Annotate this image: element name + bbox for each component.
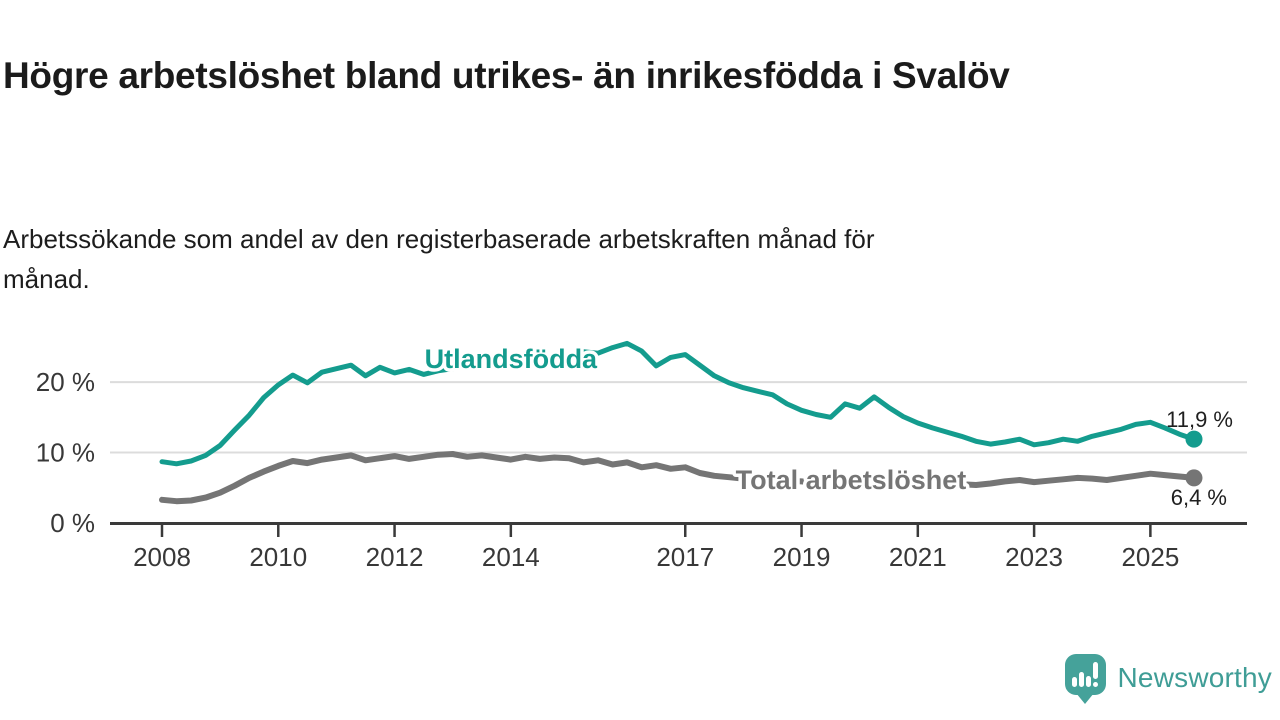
series-line-utlandsfodda [159, 340, 1197, 467]
x-tick-label-2017: 2017 [656, 542, 714, 572]
chart-subtitle: Arbetssökande som andel av den registerb… [3, 224, 875, 295]
line-chart: 11,9 % 6,4 % Utlandsfödda Total arbetslöshe… [36, 340, 1247, 572]
x-tick-label-2019: 2019 [773, 542, 831, 572]
newsworthy-logo: Newsworthy [1063, 650, 1272, 706]
y-tick-label-0: 0 % [50, 508, 95, 538]
x-tick-label-2014: 2014 [482, 542, 540, 572]
series-label-utlandsfodda: Utlandsfödda [425, 344, 598, 374]
series-end-dot-total [1185, 469, 1203, 487]
series-line-total [159, 451, 1197, 505]
x-tick-label-2012: 2012 [366, 542, 424, 572]
end-value-label-utlandsfodda: 11,9 % [1166, 407, 1233, 432]
newsworthy-wordmark: Newsworthy [1117, 662, 1272, 693]
series-end-dot-utlandsfodda [1185, 430, 1203, 448]
x-tick-label-2025: 2025 [1121, 542, 1179, 572]
chart-title: Högre arbetslöshet bland utrikes- än inr… [3, 54, 1010, 96]
newsworthy-speech-bubble-bar-chart-icon [1064, 653, 1106, 704]
x-tick-label-2008: 2008 [133, 542, 191, 572]
x-tick-label-2010: 2010 [249, 542, 307, 572]
end-value-label-total: 6,4 % [1171, 485, 1227, 510]
x-tick-label-2023: 2023 [1005, 542, 1063, 572]
x-tick-label-2021: 2021 [889, 542, 947, 572]
series-label-total: Total arbetslöshet [736, 465, 967, 495]
y-tick-label-10: 10 % [36, 438, 95, 468]
y-tick-label-20: 20 % [36, 367, 95, 397]
